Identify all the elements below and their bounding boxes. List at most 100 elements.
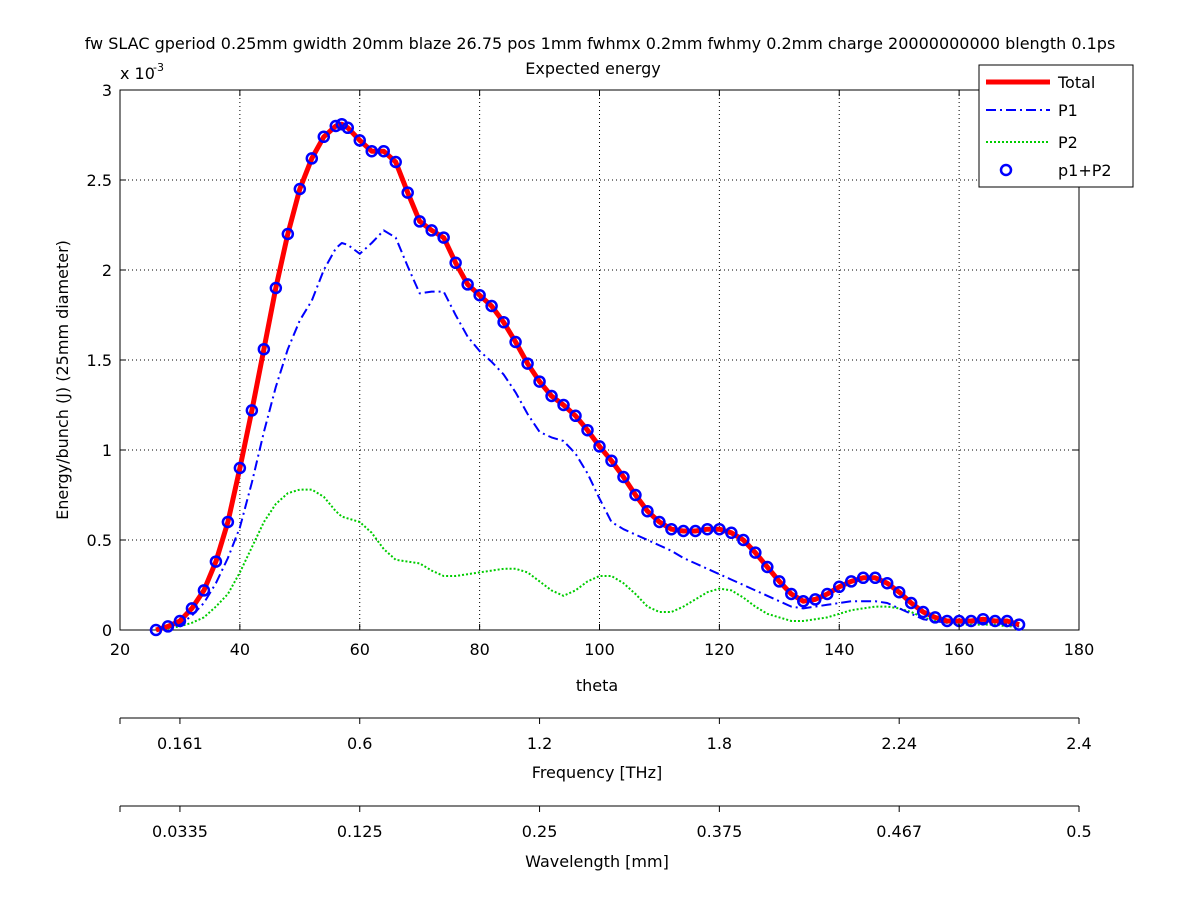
data-point: [557, 398, 570, 412]
plot-frame: [119, 89, 1080, 631]
x-tick-label: 180: [1064, 640, 1095, 659]
frequency-axis-label: Frequency [THz]: [532, 763, 662, 782]
data-point: [821, 587, 834, 601]
data-point: [916, 605, 930, 619]
data-point: [521, 357, 534, 370]
y-tick-label: 3: [102, 81, 112, 100]
x-axis-label: theta: [576, 676, 618, 695]
y-tick-label: 1: [102, 441, 112, 460]
y-tick-label: 2.5: [87, 171, 112, 190]
data-point: [605, 454, 618, 468]
y-tick-label: 2: [102, 261, 112, 280]
data-point: [665, 522, 678, 536]
x-tick-label: 140: [824, 640, 855, 659]
legend-label-p1-p2: p1+P2: [1058, 161, 1112, 180]
data-point: [629, 488, 642, 502]
x-tick-label: 160: [944, 640, 975, 659]
y-tick-label: 0.5: [87, 531, 112, 550]
data-point: [377, 144, 390, 158]
data-point: [389, 155, 402, 169]
data-point: [269, 281, 283, 295]
data-point: [209, 555, 223, 568]
secondary-tick-label: 0.6: [347, 734, 372, 753]
legend-items: Total P1 P2 p1+P2: [986, 73, 1112, 180]
data-point: [868, 571, 882, 585]
data-point: [809, 593, 822, 606]
secondary-tick-label: 0.0335: [152, 822, 208, 841]
data-point: [797, 594, 810, 608]
legend-label-total: Total: [1057, 73, 1095, 92]
data-point: [940, 614, 954, 628]
x-tick-label: 20: [110, 640, 130, 659]
legend-box: [978, 64, 1134, 188]
data-point: [497, 315, 510, 329]
x-tick-label: 40: [230, 640, 250, 659]
data-point: [317, 130, 331, 144]
data-point: [653, 515, 666, 529]
y-tick-label: 0: [102, 621, 112, 640]
data-point: [233, 461, 247, 475]
secondary-tick-label: 0.25: [522, 822, 558, 841]
data-point: [185, 602, 199, 615]
data-point: [569, 409, 582, 423]
data-point: [880, 576, 894, 590]
wavelength-axis: Wavelength [mm] 0.0335 0.125 0.25 0.375 0.46…: [119, 805, 1092, 871]
y-tick-label: 1.5: [87, 351, 112, 370]
data-point: [401, 186, 414, 199]
data-point: [701, 522, 714, 536]
data-point: [257, 342, 271, 356]
data-point: [509, 335, 522, 349]
data-point: [1012, 618, 1026, 631]
y-axis-exponent: -3: [153, 61, 164, 74]
chart-title: fw SLAC gperiod 0.25mm gwidth 20mm blaze…: [85, 34, 1116, 53]
data-point: [593, 440, 606, 453]
secondary-tick-label: 2.4: [1066, 734, 1091, 753]
data-point: [689, 524, 702, 538]
data-point: [437, 231, 450, 244]
x-tick-label: 80: [469, 640, 489, 659]
data-point: [928, 611, 942, 624]
data-point: [413, 215, 426, 228]
plot-area: 20 40 60 80 100 120 140 160 180 0 0.5 1 1.5 2 2.5 3: [87, 81, 1095, 659]
data-point: [461, 278, 474, 291]
x-tick-label: 100: [584, 640, 615, 659]
data-point: [221, 515, 235, 529]
x-tick-label: 120: [704, 640, 735, 659]
data-point: [293, 182, 307, 196]
y-axis-ticks: 0 0.5 1 1.5 2 2.5 3: [87, 81, 1079, 640]
data-point: [737, 533, 750, 547]
chart-subtitle: Expected energy: [525, 59, 660, 78]
data-point: [904, 596, 918, 610]
data-point: [425, 224, 438, 237]
data-point: [353, 134, 366, 147]
data-point: [725, 526, 738, 540]
data-point: [449, 256, 462, 270]
data-point: [341, 121, 355, 135]
data-point: [545, 389, 558, 403]
secondary-tick-label: 0.5: [1066, 822, 1091, 841]
legend-swatch-p1-p2: [999, 163, 1013, 177]
data-point: [197, 584, 211, 597]
series-p1-p2-markers: [149, 117, 1026, 637]
data-point: [641, 504, 654, 518]
legend-label-p1: P1: [1058, 101, 1078, 120]
data-point: [844, 575, 858, 588]
data-point: [161, 620, 175, 633]
data-point: [761, 560, 774, 574]
series-p1-line: [155, 229, 1020, 631]
y-axis-label: Energy/bunch (J) (25mm diameter): [53, 240, 72, 520]
data-point: [473, 288, 486, 302]
data-point: [533, 375, 546, 388]
data-point: [617, 470, 630, 484]
secondary-tick-label: 0.125: [337, 822, 383, 841]
secondary-tick-label: 0.375: [696, 822, 742, 841]
data-point: [581, 423, 594, 437]
data-point: [485, 299, 498, 313]
y-axis-multiplier: x 10: [120, 64, 155, 83]
frequency-axis: Frequency [THz] 0.161 0.6 1.2 1.8 2.24 2.4: [119, 717, 1092, 782]
data-point: [173, 614, 187, 628]
secondary-tick-label: 0.161: [157, 734, 203, 753]
data-point: [281, 227, 295, 241]
x-axis-ticks: 20 40 60 80 100 120 140 160 180: [110, 90, 1094, 659]
